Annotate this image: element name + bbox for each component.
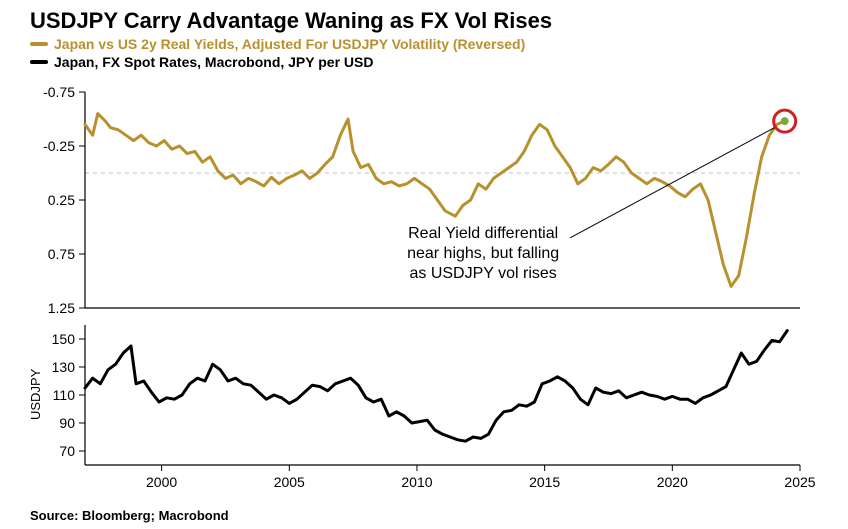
svg-text:130: 130: [52, 359, 76, 375]
svg-text:0.25: 0.25: [48, 192, 75, 208]
svg-text:2025: 2025: [784, 474, 815, 490]
svg-text:90: 90: [59, 415, 75, 431]
svg-text:-0.25: -0.25: [43, 138, 75, 154]
svg-text:0.75: 0.75: [48, 246, 75, 262]
svg-text:2010: 2010: [401, 474, 432, 490]
chart-annotation: Real Yield differentialnear highs, but f…: [363, 224, 603, 284]
chart-source: Source: Bloomberg; Macrobond: [30, 508, 229, 523]
svg-text:1.25: 1.25: [48, 300, 75, 316]
svg-text:2015: 2015: [529, 474, 560, 490]
panel2-ylabel: USDJPY: [28, 369, 43, 420]
svg-text:70: 70: [59, 443, 75, 459]
svg-text:2005: 2005: [274, 474, 305, 490]
svg-text:2000: 2000: [146, 474, 177, 490]
svg-text:-0.75: -0.75: [43, 84, 75, 100]
svg-text:150: 150: [52, 331, 76, 347]
svg-text:2020: 2020: [657, 474, 688, 490]
svg-text:110: 110: [53, 387, 76, 403]
